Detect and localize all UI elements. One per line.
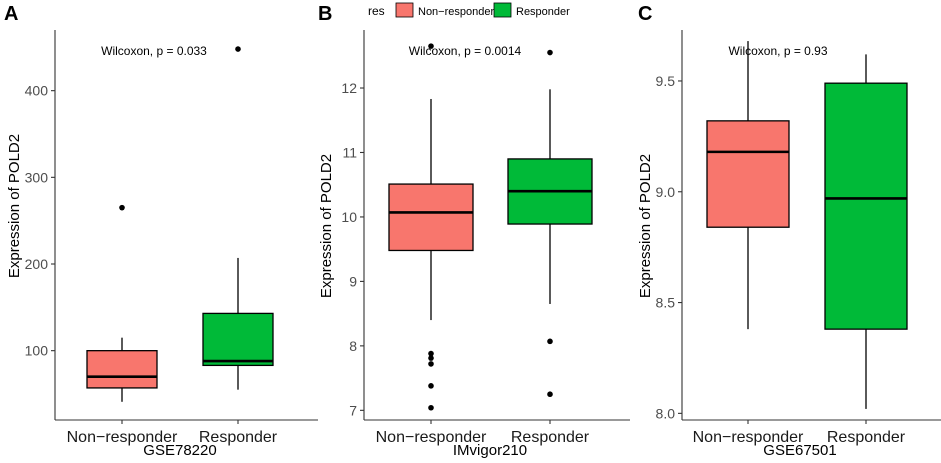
wilcoxon-annotation: Wilcoxon, p = 0.93 (728, 44, 827, 58)
x-tick-label: Responder (827, 429, 906, 446)
boxplots (86, 46, 274, 402)
y-tick-label: 10 (341, 209, 357, 225)
x-axis-label: GSE78220 (143, 442, 216, 459)
x-tick-label: Responder (199, 429, 278, 446)
outlier-point-non-responder (428, 355, 434, 361)
outlier-point-responder (547, 338, 553, 345)
y-tick-label: 12 (341, 80, 357, 96)
y-axis-ticks: 7 8 9 10 11 12 (341, 30, 630, 421)
y-tick-label: 100 (25, 343, 49, 359)
y-tick-label: 9 (349, 273, 357, 289)
x-tick-label: Non−responder (376, 429, 487, 446)
x-tick-label: Non−responder (67, 429, 178, 446)
y-tick-label: 8.5 (656, 295, 676, 311)
panel-a: A Expression of POLD2 GSE78220 Wilcoxon,… (4, 3, 318, 459)
y-tick-label: 300 (25, 169, 49, 185)
panel-letter-b: B (318, 3, 332, 25)
legend-swatch-responder (493, 2, 512, 18)
outlier-point-non-responder (428, 383, 434, 389)
x-axis-categories: Non−responder Responder (693, 420, 906, 446)
y-tick-label: 400 (25, 83, 49, 99)
x-tick-label: Responder (511, 429, 590, 446)
y-tick-label: 8 (349, 338, 357, 354)
box-responder (202, 312, 274, 367)
panel-letter-a: A (4, 3, 18, 25)
panel-b: B Expression of POLD2 IMvigor210 Wilcoxo… (318, 3, 630, 459)
wilcoxon-annotation: Wilcoxon, p = 0.0014 (409, 44, 522, 58)
boxplots (388, 43, 593, 411)
y-axis-ticks: 8.0 8.5 9.0 9.5 (656, 30, 941, 421)
outlier-point-non-responder (428, 43, 434, 49)
legend-label-non-responder: Non−responder (418, 6, 494, 18)
outlier-point-responder (547, 49, 553, 56)
legend-label-responder: Responder (516, 6, 570, 18)
x-axis-categories: Non−responder Responder (376, 420, 590, 446)
y-axis-label: Expression of POLD2 (318, 154, 335, 298)
boxplots (706, 41, 908, 409)
box-non-responder (86, 350, 158, 389)
y-axis-label: Expression of POLD2 (637, 154, 654, 298)
y-tick-label: 7 (349, 402, 357, 418)
panel-c: C Expression of POLD2 GSE67501 Wilcoxon,… (637, 3, 941, 459)
box-non-responder (706, 120, 790, 228)
y-tick-label: 9.0 (656, 184, 676, 200)
x-axis-label: IMvigor210 (453, 442, 527, 459)
outlier-point-non-responder (428, 404, 434, 411)
y-tick-label: 8.0 (656, 405, 676, 421)
box-non-responder (388, 183, 474, 252)
outlier-point-non-responder (428, 361, 434, 367)
x-axis-categories: Non−responder Responder (67, 420, 278, 446)
legend-swatch-non-responder (395, 2, 414, 18)
y-tick-label: 200 (25, 256, 49, 272)
panel-letter-c: C (638, 3, 652, 25)
y-axis-label: Expression of POLD2 (6, 134, 23, 278)
y-axis-ticks: 100 200 300 400 (25, 30, 318, 421)
outlier-point-responder (547, 391, 553, 398)
legend: res Non−responder Responder (368, 2, 570, 18)
outlier-point-responder (235, 46, 241, 52)
outlier-point-non-responder (428, 350, 434, 357)
y-tick-label: 9.5 (656, 73, 676, 89)
wilcoxon-annotation: Wilcoxon, p = 0.033 (101, 44, 207, 58)
legend-title: res (368, 4, 385, 18)
y-tick-label: 11 (342, 144, 357, 160)
outlier-point-non-responder (119, 204, 125, 211)
box-responder (824, 82, 908, 330)
x-axis-label: GSE67501 (763, 442, 836, 459)
x-tick-label: Non−responder (693, 429, 804, 446)
